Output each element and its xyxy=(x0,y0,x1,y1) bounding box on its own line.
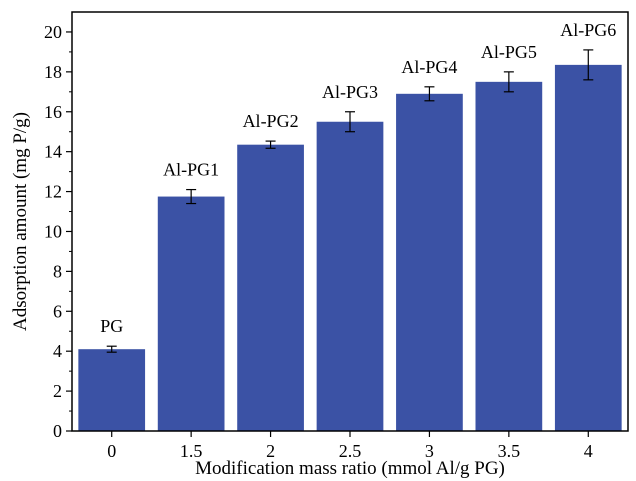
error-bar xyxy=(106,345,117,353)
bar xyxy=(554,64,622,431)
bar-label: Al-PG4 xyxy=(401,57,457,77)
x-tick-label: 1.5 xyxy=(180,441,203,461)
y-tick-label: 18 xyxy=(44,62,62,82)
y-tick-label: 20 xyxy=(44,22,62,42)
x-tick-label: 4 xyxy=(584,441,593,461)
y-tick-label: 8 xyxy=(53,261,62,281)
error-bars-layer xyxy=(106,49,594,353)
bar-label: Al-PG6 xyxy=(560,20,616,40)
bar xyxy=(316,121,384,431)
y-tick-label: 0 xyxy=(53,421,62,441)
bar xyxy=(78,349,146,431)
y-tick-label: 6 xyxy=(53,301,62,321)
x-tick-label: 2 xyxy=(266,441,275,461)
y-tick-label: 12 xyxy=(44,182,62,202)
x-tick-label: 0 xyxy=(107,441,116,461)
error-bar xyxy=(503,71,514,93)
x-axis-title: Modification mass ratio (mmol Al/g PG) xyxy=(195,458,505,479)
bar xyxy=(396,93,463,432)
error-bar xyxy=(186,188,197,205)
y-axis-title: Adsorption amount (mg P/g) xyxy=(10,112,31,331)
y-tick-label: 10 xyxy=(44,221,62,241)
bar xyxy=(157,196,225,431)
bar-label: PG xyxy=(100,316,123,336)
bar xyxy=(475,81,543,431)
error-bar xyxy=(583,49,594,81)
x-tick-label: 2.5 xyxy=(339,441,362,461)
y-tick-label: 4 xyxy=(53,341,62,361)
bar xyxy=(237,144,304,431)
x-tick-label: 3.5 xyxy=(498,441,521,461)
y-tick-label: 2 xyxy=(53,381,62,401)
bar-labels-layer: PG Al-PG1 Al-PG2 Al-PG3 Al-PG4 Al-PG5 Al-PG6 xyxy=(100,20,616,336)
bar-label: Al-PG5 xyxy=(481,42,537,62)
x-tick-label: 3 xyxy=(425,441,434,461)
y-tick-label: 14 xyxy=(44,142,62,162)
y-axis: 0 2 4 6 8 10 12 14 16 18 20 xyxy=(44,22,72,441)
error-bar xyxy=(265,140,276,149)
bar-label: Al-PG1 xyxy=(163,160,219,180)
y-tick-label: 16 xyxy=(44,102,62,122)
bar-label: Al-PG3 xyxy=(322,82,378,102)
bar-label: Al-PG2 xyxy=(243,111,299,131)
bars-layer xyxy=(78,64,622,432)
error-bar xyxy=(424,86,435,102)
x-axis: 0 1.5 2 2.5 3 3.5 4 xyxy=(107,431,593,461)
error-bar xyxy=(345,111,355,133)
